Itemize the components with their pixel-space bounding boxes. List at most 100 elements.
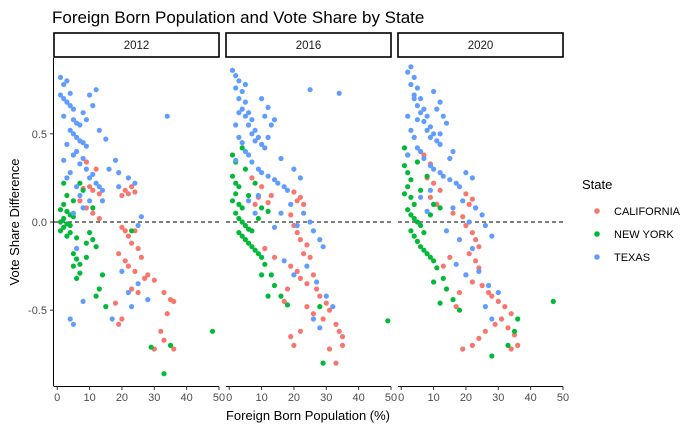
data-point	[336, 328, 342, 334]
data-point	[408, 212, 414, 218]
data-point	[138, 254, 144, 260]
data-point	[236, 110, 242, 116]
legend-title: State	[582, 177, 612, 192]
data-point	[83, 117, 89, 123]
x-tick-label: 0	[398, 392, 404, 404]
data-point	[255, 134, 261, 140]
data-point	[61, 157, 67, 163]
data-point	[252, 247, 258, 253]
data-point	[443, 228, 450, 234]
facet-strip	[397, 32, 564, 58]
data-point	[103, 304, 109, 310]
data-point	[418, 187, 424, 193]
data-point	[239, 88, 245, 95]
data-point	[479, 282, 485, 289]
data-point	[304, 263, 310, 269]
data-point	[239, 219, 245, 225]
data-point	[70, 251, 76, 257]
data-point	[145, 297, 151, 303]
data-point	[99, 272, 106, 278]
data-point	[229, 67, 236, 73]
data-point	[427, 254, 433, 260]
facet-strip	[53, 32, 220, 58]
x-axis-label: Foreign Born Population (%)	[226, 408, 390, 423]
data-point	[469, 245, 475, 252]
data-point	[57, 228, 64, 234]
data-point	[74, 134, 80, 140]
data-point	[288, 263, 294, 269]
data-point	[96, 184, 102, 190]
data-point	[61, 224, 67, 230]
data-point	[271, 282, 278, 289]
data-point	[262, 261, 268, 267]
x-tick-label: 20	[460, 392, 472, 404]
series-california	[249, 175, 346, 366]
data-point	[427, 124, 433, 130]
data-point	[447, 177, 453, 183]
data-point	[427, 212, 433, 218]
y-axis-label: Vote Share Difference	[7, 159, 22, 286]
data-point	[333, 360, 339, 366]
data-point	[148, 344, 154, 350]
data-point	[405, 152, 411, 158]
data-point	[424, 173, 430, 179]
data-point	[74, 256, 80, 262]
data-point	[450, 210, 456, 216]
x-tick-label: 30	[492, 392, 504, 404]
data-point	[246, 122, 252, 128]
data-point	[317, 237, 323, 243]
data-point	[405, 207, 411, 213]
data-point	[456, 237, 463, 243]
data-point	[252, 138, 258, 144]
data-point	[119, 192, 125, 199]
data-point	[96, 191, 102, 197]
data-point	[80, 155, 86, 162]
data-point	[70, 117, 76, 123]
data-point	[443, 120, 450, 126]
data-point	[99, 187, 106, 193]
data-point	[249, 117, 255, 123]
data-point	[333, 321, 339, 327]
data-point	[476, 268, 482, 274]
data-point	[239, 233, 245, 239]
data-point	[437, 300, 443, 306]
data-point	[116, 184, 122, 190]
data-point	[83, 254, 89, 260]
data-point	[90, 187, 96, 193]
data-point	[77, 261, 83, 267]
data-point	[99, 198, 106, 204]
x-tick-label: 50	[557, 392, 569, 404]
data-point	[67, 170, 73, 176]
y-axis: -0.5 0.0 0.5	[28, 58, 54, 387]
x-tick-label: 50	[213, 392, 225, 404]
data-point	[171, 298, 177, 304]
data-point	[495, 289, 501, 296]
legend-label: CALIFORNIA	[614, 206, 681, 218]
data-point	[310, 316, 316, 322]
data-point	[437, 131, 443, 137]
data-point	[236, 78, 242, 84]
data-point	[239, 140, 245, 146]
data-point	[255, 166, 261, 172]
data-point	[239, 145, 245, 151]
data-point	[77, 122, 83, 128]
data-point	[489, 316, 495, 322]
data-point	[492, 321, 498, 327]
data-point	[233, 85, 239, 91]
data-point	[284, 302, 291, 308]
x-tick-label: 0	[54, 392, 60, 404]
data-point	[262, 245, 268, 252]
legend-key	[594, 208, 600, 214]
data-point	[61, 81, 67, 88]
data-point	[427, 194, 433, 200]
data-point	[135, 222, 141, 229]
data-point	[158, 328, 164, 334]
data-point	[498, 316, 505, 322]
data-point	[242, 222, 248, 229]
data-point	[427, 134, 433, 140]
data-point	[77, 161, 83, 167]
data-point	[508, 311, 514, 317]
data-point	[294, 198, 300, 204]
data-point	[255, 192, 261, 199]
